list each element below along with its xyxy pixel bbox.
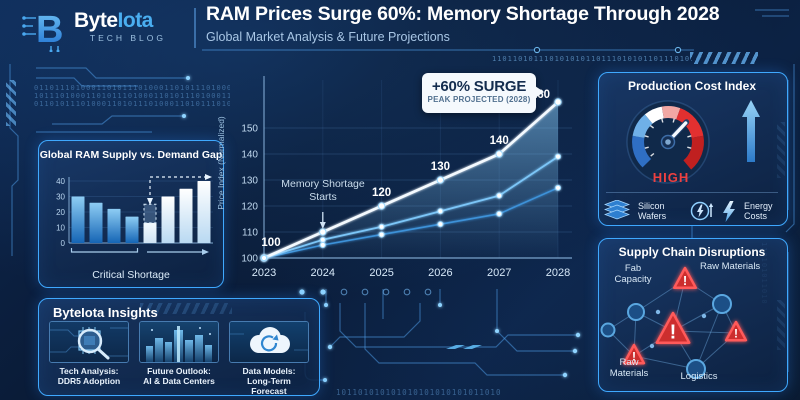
surge-callout: +60% SURGE PEAK PROJECTED (2028) bbox=[422, 73, 544, 113]
cost-gauge-icon bbox=[626, 100, 710, 184]
page-title: RAM Prices Surge 60%: Memory Shortage Th… bbox=[206, 3, 720, 25]
svg-text:140: 140 bbox=[490, 135, 509, 147]
binary-decor-row: 0110111010001101011101000110101110100011 bbox=[34, 84, 230, 92]
svg-text:100: 100 bbox=[241, 254, 258, 265]
supply-chain-network: ! ! ! ! bbox=[600, 266, 748, 379]
node-label-fab-capacity: Fab Capacity bbox=[614, 263, 652, 285]
silicon-wafer-icon bbox=[604, 200, 630, 220]
node-label-raw-materials-bottom: Raw Materials bbox=[609, 357, 649, 379]
svg-text:2024: 2024 bbox=[311, 267, 335, 279]
brand-tagline: TECH BLOG bbox=[89, 33, 166, 43]
svg-text:!: ! bbox=[683, 273, 687, 288]
svg-text:120: 120 bbox=[241, 202, 258, 213]
header-divider bbox=[194, 8, 196, 48]
svg-text:130: 130 bbox=[431, 161, 450, 173]
supply-demand-title: Global RAM Supply vs. Demand Gap bbox=[39, 149, 223, 161]
svg-text:140: 140 bbox=[241, 150, 258, 161]
svg-text:130: 130 bbox=[241, 176, 258, 187]
svg-text:2028: 2028 bbox=[546, 267, 570, 279]
stripe-decor bbox=[6, 80, 16, 126]
energy-bolt-icon bbox=[723, 200, 735, 222]
binary-decor-bottom: 101101010101010101010101011010 bbox=[336, 389, 502, 397]
insight-card-future-outlook[interactable]: Future Outlook: AI & Data Centers bbox=[139, 321, 219, 397]
svg-text:!: ! bbox=[632, 350, 636, 364]
insight-card-label: Tech Analysis: DDR5 Adoption bbox=[57, 366, 121, 387]
cost-rise-gauge-icon bbox=[690, 201, 714, 221]
node-label-logistics: Logistics bbox=[680, 371, 718, 382]
svg-text:10: 10 bbox=[56, 223, 65, 232]
cost-factors-row: Silicon Wafers Energy Costs bbox=[602, 197, 784, 225]
memory-shortage-annotation: Memory Shortage Starts bbox=[281, 178, 365, 204]
price-index-line-chart: 2023 2024 2025 2026 2027 20281001101201301401… bbox=[241, 76, 572, 279]
node-label-raw-materials-top: Raw Materials bbox=[700, 261, 761, 272]
supply-demand-panel: Global RAM Supply vs. Demand Gap 0 10 20 30… bbox=[38, 140, 224, 288]
insight-card-label: Future Outlook: AI & Data Centers bbox=[143, 366, 215, 387]
insights-panel: ByteIota Insights bbox=[38, 298, 320, 396]
svg-text:2023: 2023 bbox=[252, 267, 276, 279]
insight-card-data-models[interactable]: Data Models: Long-Term Forecast bbox=[229, 321, 309, 397]
factor-energy-costs: Energy Costs bbox=[744, 200, 773, 221]
insights-title: ByteIota Insights bbox=[53, 305, 158, 320]
stripe-decor bbox=[690, 52, 758, 64]
city-skyline-icon bbox=[139, 321, 219, 363]
brand-iota: Iota bbox=[117, 9, 154, 32]
svg-text:2026: 2026 bbox=[428, 267, 452, 279]
binary-decor-row: 0110101110100011010111010001101011101000 bbox=[34, 100, 230, 108]
svg-text:!: ! bbox=[734, 327, 738, 341]
supply-demand-bar-chart: 0 10 20 30 40 bbox=[56, 174, 213, 255]
svg-text:150: 150 bbox=[241, 124, 258, 135]
supply-chain-title: Supply Chain Disruptions bbox=[618, 245, 766, 259]
panel-divider bbox=[606, 192, 778, 193]
svg-text:100: 100 bbox=[261, 237, 280, 249]
insights-cards-row: Tech Analysis: DDR5 Adoption bbox=[49, 321, 309, 397]
svg-text:110: 110 bbox=[242, 228, 258, 239]
cloud-sync-icon bbox=[229, 321, 309, 363]
page-subtitle: Global Market Analysis & Future Projecti… bbox=[206, 30, 450, 44]
production-cost-title: Production Cost Index bbox=[627, 79, 756, 93]
critical-shortage-label: Critical Shortage bbox=[92, 269, 170, 281]
gauge-level-badge: HIGH bbox=[652, 170, 690, 185]
factor-silicon-wafers: Silicon Wafers bbox=[638, 200, 667, 221]
svg-text:30: 30 bbox=[56, 192, 65, 201]
insight-card-tech-analysis[interactable]: Tech Analysis: DDR5 Adoption bbox=[49, 321, 129, 397]
price-chart-ylabel: Price Index (Normalized) bbox=[216, 116, 226, 210]
surge-callout-subtitle: PEAK PROJECTED (2028) bbox=[427, 95, 531, 104]
binary-decor-top-right: 1101101011101010101101110101011011101011… bbox=[492, 55, 692, 63]
svg-text:2027: 2027 bbox=[487, 267, 511, 279]
svg-text:40: 40 bbox=[56, 177, 65, 186]
svg-text:!: ! bbox=[670, 322, 677, 344]
byteiota-logo-icon: B bbox=[22, 9, 63, 52]
svg-text:2025: 2025 bbox=[369, 267, 393, 279]
brand-byte: Byte bbox=[74, 9, 118, 32]
brand-name: ByteIota bbox=[74, 9, 166, 33]
cost-up-arrow-icon bbox=[742, 100, 760, 162]
svg-text:0: 0 bbox=[61, 239, 66, 248]
surge-callout-title: +60% SURGE bbox=[431, 78, 527, 95]
svg-text:B: B bbox=[36, 9, 63, 51]
svg-text:20: 20 bbox=[56, 208, 65, 217]
binary-decor-row: 1011101000110101110100011010111010001101 bbox=[34, 92, 230, 100]
insight-card-label: Data Models: Long-Term Forecast bbox=[242, 366, 296, 397]
svg-text:120: 120 bbox=[372, 187, 391, 199]
chip-magnifier-icon bbox=[49, 321, 129, 363]
